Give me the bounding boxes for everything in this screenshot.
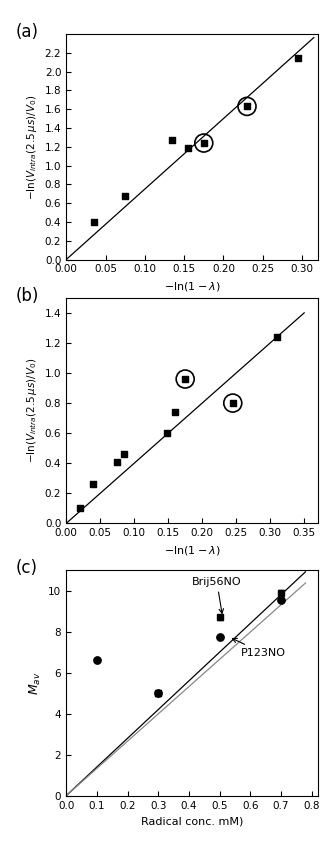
Point xyxy=(201,136,207,150)
Point xyxy=(115,455,120,469)
Text: (a): (a) xyxy=(16,23,39,41)
Text: P123NO: P123NO xyxy=(232,638,286,659)
Point xyxy=(121,448,127,461)
Point xyxy=(182,372,188,386)
Point xyxy=(172,405,178,419)
X-axis label: Radical conc. mM): Radical conc. mM) xyxy=(141,816,243,826)
Point xyxy=(296,52,301,66)
Text: Brij56NO: Brij56NO xyxy=(192,576,242,614)
Point xyxy=(274,330,280,344)
Point xyxy=(91,477,96,491)
Y-axis label: $M_{av}$: $M_{av}$ xyxy=(27,671,43,694)
X-axis label: $-\ln(1-\lambda)$: $-\ln(1-\lambda)$ xyxy=(164,280,220,293)
Point xyxy=(94,654,100,667)
Point xyxy=(278,593,284,607)
Text: (c): (c) xyxy=(16,559,38,577)
Y-axis label: $-\ln(V_{intra}(2.5\,\mu s)/V_0)$: $-\ln(V_{intra}(2.5\,\mu s)/V_0)$ xyxy=(25,94,39,199)
X-axis label: $-\ln(1-\lambda)$: $-\ln(1-\lambda)$ xyxy=(164,544,220,557)
Point xyxy=(170,134,175,147)
Text: (b): (b) xyxy=(16,287,39,305)
Point xyxy=(77,501,82,515)
Point xyxy=(185,141,191,155)
Point xyxy=(164,426,169,440)
Point xyxy=(217,630,222,643)
Point xyxy=(122,189,128,203)
Point xyxy=(156,687,161,700)
Y-axis label: $-\ln(V_{intra}(2.5\,\mu s)/V_0)$: $-\ln(V_{intra}(2.5\,\mu s)/V_0)$ xyxy=(25,358,39,463)
Point xyxy=(244,100,250,113)
Point xyxy=(91,215,96,229)
Point xyxy=(230,397,235,410)
